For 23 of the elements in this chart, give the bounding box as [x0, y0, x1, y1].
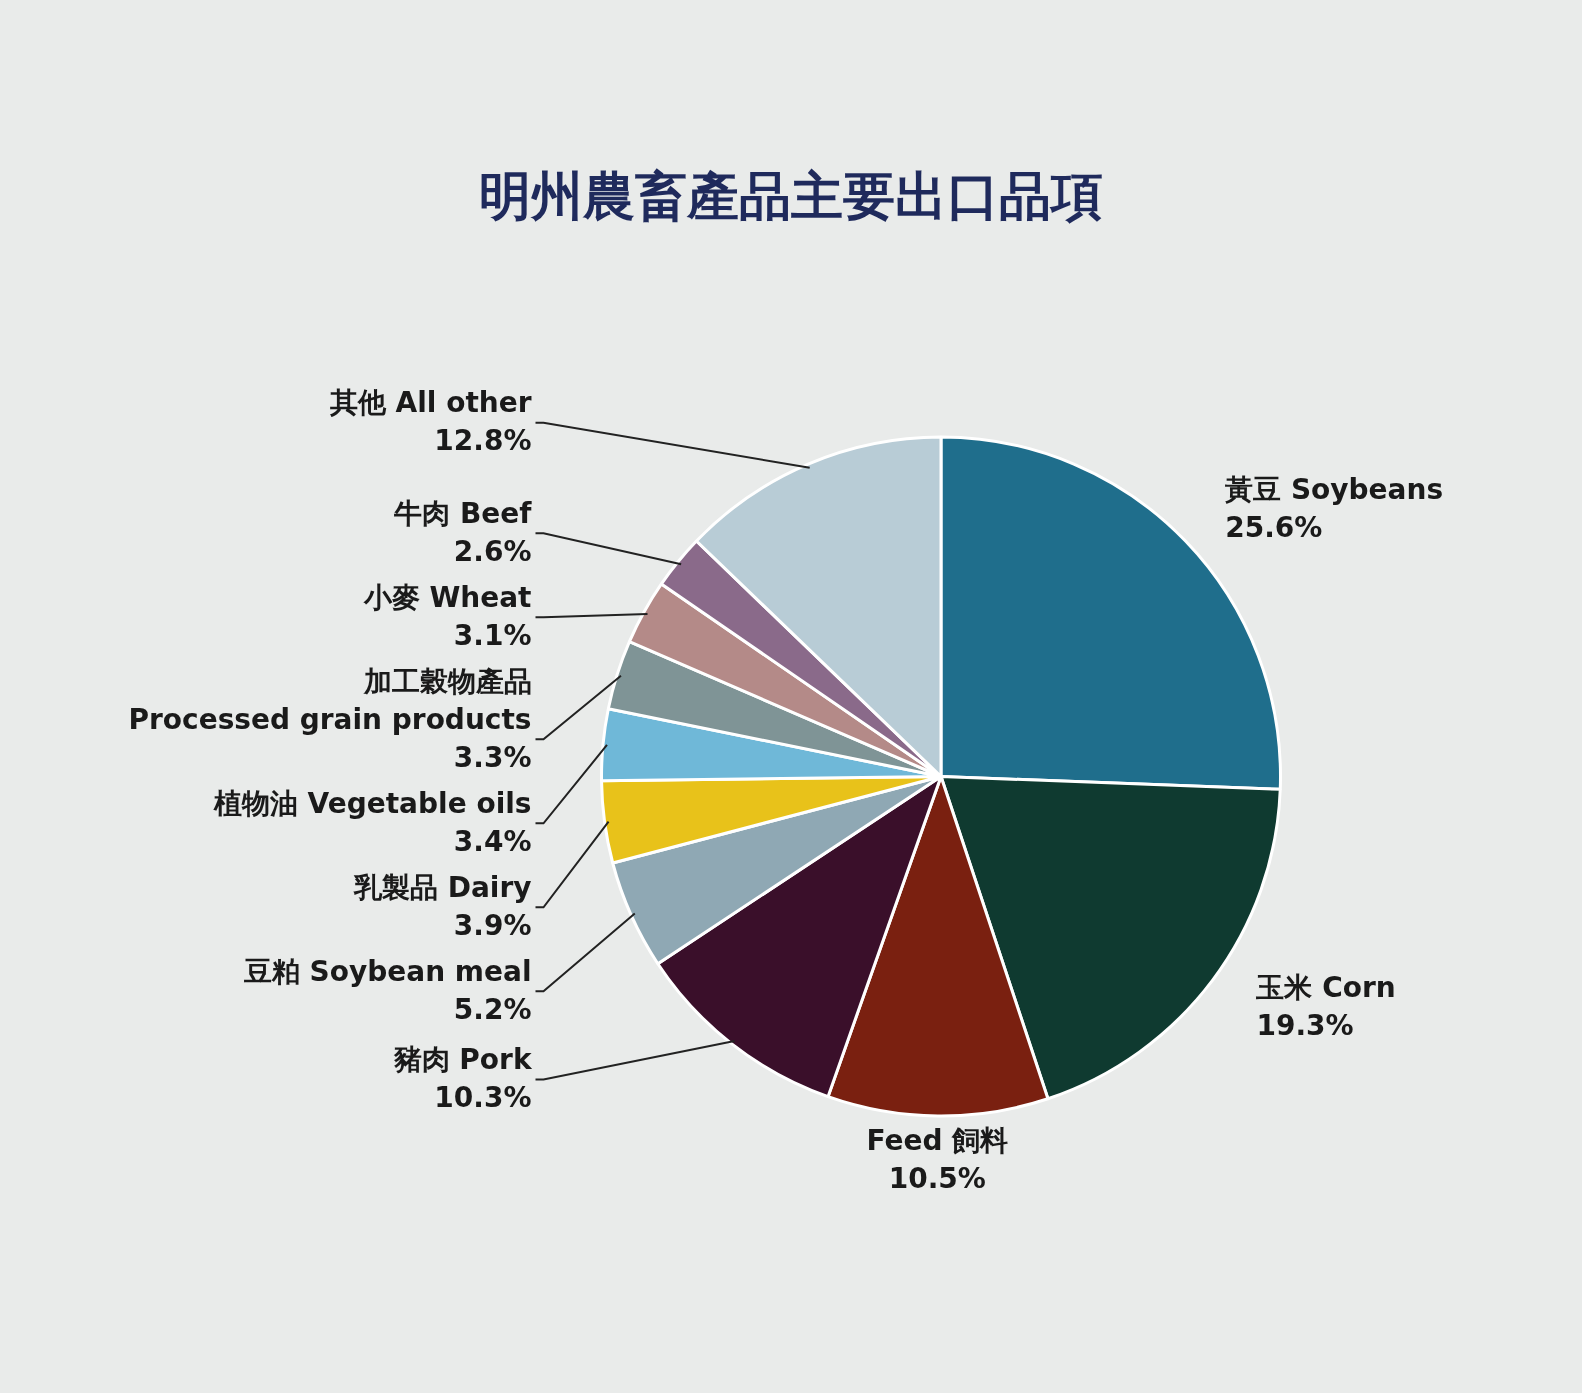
- data-label: 3.4%: [453, 824, 532, 858]
- data-label: 3.1%: [453, 618, 532, 652]
- slice-label: 其他 All other: [328, 385, 532, 419]
- data-label: 10.5%: [888, 1162, 986, 1196]
- data-label: 3.9%: [453, 908, 532, 942]
- slice-label: 乳製品 Dairy: [352, 870, 532, 904]
- data-label: 10.3%: [434, 1080, 532, 1114]
- slice-label: 小麥 Wheat: [362, 580, 532, 614]
- slice-label: Feed 飼料: [866, 1124, 1009, 1158]
- data-label: 19.3%: [1256, 1008, 1354, 1042]
- slice-label: 牛肉 Beef: [393, 496, 533, 530]
- slice-label: 植物油 Vegetable oils: [212, 786, 532, 820]
- slice-label: 黃豆 Soybeans: [1224, 473, 1444, 507]
- slice-label: 豆粕 Soybean meal: [242, 954, 532, 988]
- slice-label: 豬肉 Pork: [392, 1042, 533, 1076]
- data-label: 25.6%: [1225, 511, 1323, 545]
- slice-label: 玉米 Corn: [1255, 970, 1396, 1004]
- data-label: 2.6%: [453, 534, 532, 568]
- chart-title: 明州農畜產品主要出口品項: [479, 165, 1103, 226]
- slice-label: 加工穀物產品 Processed grain products: [128, 664, 532, 736]
- data-label: 5.2%: [453, 992, 532, 1026]
- data-label: 12.8%: [434, 423, 532, 457]
- data-label: 3.3%: [453, 740, 532, 774]
